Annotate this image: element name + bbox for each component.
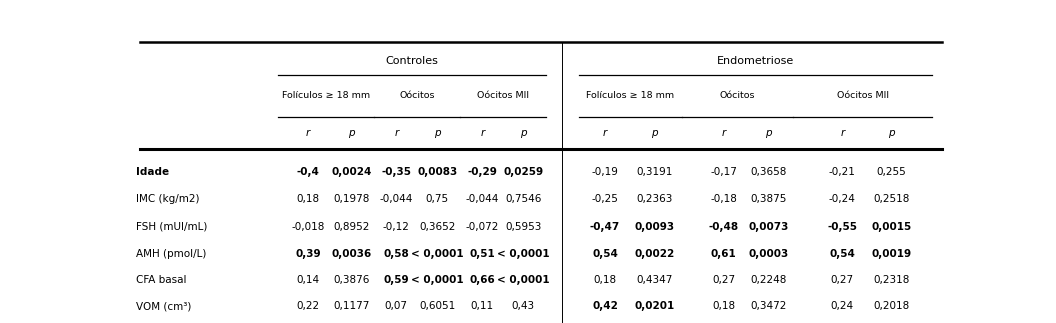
Text: Oócitos: Oócitos [720, 91, 755, 100]
Text: p: p [520, 128, 527, 138]
Text: -0,47: -0,47 [590, 222, 620, 232]
Text: 0,8952: 0,8952 [333, 222, 370, 232]
Text: 0,2363: 0,2363 [636, 194, 673, 204]
Text: r: r [603, 128, 607, 138]
Text: 0,18: 0,18 [593, 275, 617, 285]
Text: -0,018: -0,018 [291, 222, 324, 232]
Text: p: p [650, 128, 658, 138]
Text: 0,27: 0,27 [831, 275, 854, 285]
Text: 0,3876: 0,3876 [333, 275, 370, 285]
Text: -0,29: -0,29 [468, 167, 497, 177]
Text: 0,18: 0,18 [297, 194, 320, 204]
Text: 0,0024: 0,0024 [332, 167, 372, 177]
Text: 0,0073: 0,0073 [749, 222, 789, 232]
Text: 0,0015: 0,0015 [871, 222, 911, 232]
Text: -0,48: -0,48 [709, 222, 739, 232]
Text: IMC (kg/m2): IMC (kg/m2) [136, 194, 200, 204]
Text: 0,2518: 0,2518 [873, 194, 909, 204]
Text: CFA basal: CFA basal [136, 275, 187, 285]
Text: AMH (pmol/L): AMH (pmol/L) [136, 249, 207, 259]
Text: r: r [721, 128, 725, 138]
Text: 0,1177: 0,1177 [333, 301, 370, 311]
Text: 0,0201: 0,0201 [634, 301, 675, 311]
Text: -0,24: -0,24 [829, 194, 855, 204]
Text: VOM (cm³): VOM (cm³) [136, 301, 191, 311]
Text: Endometriose: Endometriose [717, 56, 794, 66]
Text: 0,22: 0,22 [297, 301, 320, 311]
Text: < 0,0001: < 0,0001 [497, 249, 549, 259]
Text: 0,61: 0,61 [711, 249, 737, 259]
Text: -0,35: -0,35 [381, 167, 412, 177]
Text: r: r [306, 128, 310, 138]
Text: -0,12: -0,12 [383, 222, 410, 232]
Text: -0,19: -0,19 [591, 167, 619, 177]
Text: 0,42: 0,42 [592, 301, 618, 311]
Text: 0,58: 0,58 [383, 249, 410, 259]
Text: -0,18: -0,18 [711, 194, 737, 204]
Text: p: p [888, 128, 894, 138]
Text: 0,75: 0,75 [426, 194, 449, 204]
Text: 0,11: 0,11 [471, 301, 494, 311]
Text: Folículos ≥ 18 mm: Folículos ≥ 18 mm [282, 91, 370, 100]
Text: 0,5953: 0,5953 [505, 222, 542, 232]
Text: 0,2018: 0,2018 [873, 301, 909, 311]
Text: 0,07: 0,07 [384, 301, 408, 311]
Text: -0,044: -0,044 [380, 194, 413, 204]
Text: p: p [348, 128, 355, 138]
Text: 0,6051: 0,6051 [419, 301, 455, 311]
Text: 0,0093: 0,0093 [634, 222, 674, 232]
Text: < 0,0001: < 0,0001 [411, 249, 464, 259]
Text: 0,39: 0,39 [295, 249, 321, 259]
Text: -0,21: -0,21 [829, 167, 855, 177]
Text: 0,7546: 0,7546 [505, 194, 542, 204]
Text: Idade: Idade [136, 167, 169, 177]
Text: r: r [841, 128, 845, 138]
Text: < 0,0001: < 0,0001 [497, 275, 549, 285]
Text: 0,255: 0,255 [876, 167, 906, 177]
Text: p: p [766, 128, 772, 138]
Text: 0,3472: 0,3472 [751, 301, 787, 311]
Text: p: p [434, 128, 440, 138]
Text: 0,54: 0,54 [829, 249, 855, 259]
Text: Oócitos MII: Oócitos MII [477, 91, 529, 100]
Text: 0,3652: 0,3652 [419, 222, 455, 232]
Text: < 0,0001: < 0,0001 [411, 275, 464, 285]
Text: Controles: Controles [385, 56, 438, 66]
Text: r: r [394, 128, 398, 138]
Text: 0,0083: 0,0083 [417, 167, 457, 177]
Text: 0,51: 0,51 [470, 249, 495, 259]
Text: Oócitos: Oócitos [399, 91, 435, 100]
Text: 0,27: 0,27 [712, 275, 735, 285]
Text: 0,54: 0,54 [592, 249, 618, 259]
Text: -0,072: -0,072 [466, 222, 499, 232]
Text: 0,4347: 0,4347 [636, 275, 673, 285]
Text: 0,14: 0,14 [297, 275, 320, 285]
Text: 0,0003: 0,0003 [749, 249, 789, 259]
Text: Folículos ≥ 18 mm: Folículos ≥ 18 mm [586, 91, 675, 100]
Text: 0,66: 0,66 [470, 275, 495, 285]
Text: 0,0022: 0,0022 [634, 249, 675, 259]
Text: -0,55: -0,55 [827, 222, 857, 232]
Text: -0,17: -0,17 [711, 167, 737, 177]
Text: -0,25: -0,25 [591, 194, 619, 204]
Text: 0,0019: 0,0019 [871, 249, 911, 259]
Text: 0,2248: 0,2248 [751, 275, 787, 285]
Text: 0,3658: 0,3658 [751, 167, 787, 177]
Text: 0,18: 0,18 [712, 301, 735, 311]
Text: 0,24: 0,24 [831, 301, 854, 311]
Text: Oócitos MII: Oócitos MII [836, 91, 889, 100]
Text: 0,3191: 0,3191 [636, 167, 673, 177]
Text: 0,59: 0,59 [383, 275, 409, 285]
Text: r: r [480, 128, 485, 138]
Text: 0,3875: 0,3875 [751, 194, 787, 204]
Text: -0,4: -0,4 [297, 167, 319, 177]
Text: 0,43: 0,43 [512, 301, 534, 311]
Text: 0,1978: 0,1978 [333, 194, 370, 204]
Text: 0,0036: 0,0036 [332, 249, 372, 259]
Text: FSH (mUI/mL): FSH (mUI/mL) [136, 222, 207, 232]
Text: -0,044: -0,044 [466, 194, 499, 204]
Text: 0,0259: 0,0259 [503, 167, 543, 177]
Text: 0,2318: 0,2318 [873, 275, 909, 285]
